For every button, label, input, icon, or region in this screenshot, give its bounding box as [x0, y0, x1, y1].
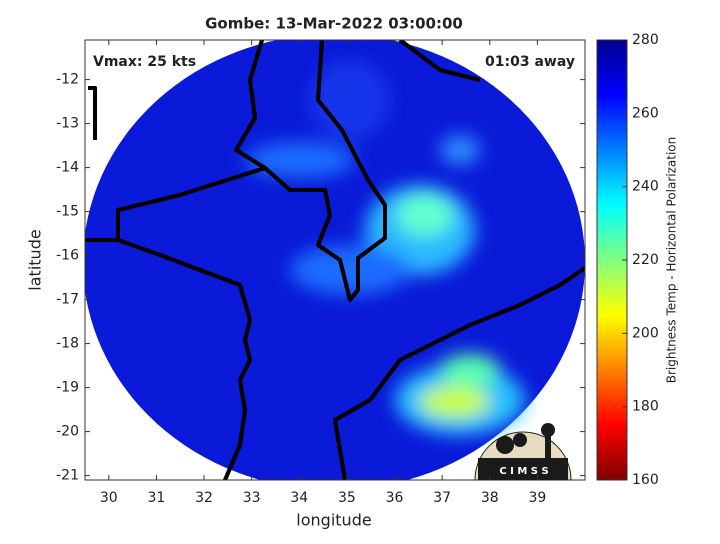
x-tick-label: 39 — [528, 490, 546, 506]
chart-title: Gombe: 13-Mar-2022 03:00:00 — [205, 15, 463, 33]
annotation: 01:03 away — [485, 54, 575, 70]
x-tick-label: 31 — [148, 490, 166, 506]
cloud-field — [245, 60, 525, 435]
annotation: Vmax: 25 kts — [93, 54, 196, 70]
y-tick-label: -12 — [56, 72, 79, 88]
colorbar-tick-label: 240 — [632, 179, 659, 195]
x-axis-label: longitude — [296, 511, 371, 530]
x-tick-label: 36 — [386, 490, 404, 506]
y-tick-label: -13 — [56, 116, 79, 132]
borders — [85, 40, 585, 480]
x-tick-label: 38 — [481, 490, 499, 506]
y-tick-label: -15 — [56, 204, 79, 220]
colorbar-tick-label: 200 — [632, 325, 659, 341]
colorbar-tick-label: 180 — [632, 399, 659, 415]
y-tick-label: -14 — [56, 160, 79, 176]
y-tick-label: -16 — [56, 248, 79, 264]
plot-frame — [84, 39, 586, 481]
x-tick-label: 33 — [243, 490, 261, 506]
colorbar-tick-label: 260 — [632, 105, 659, 121]
colorbar-tick-label: 220 — [632, 252, 659, 268]
y-tick-label: -20 — [56, 424, 79, 440]
y-tick-label: -19 — [56, 380, 79, 396]
colorbar-label: Brightness Temp - Horizontal Polarizatio… — [665, 137, 679, 384]
y-tick-label: -18 — [56, 336, 79, 352]
x-tick-label: 34 — [290, 490, 308, 506]
y-axis-label: latitude — [26, 229, 45, 290]
logo-text: C I M S S — [499, 466, 548, 477]
swath — [85, 40, 585, 480]
x-tick-label: 32 — [195, 490, 213, 506]
y-tick-label: -21 — [56, 468, 79, 484]
y-tick-label: -17 — [56, 292, 79, 308]
x-tick-label: 30 — [100, 490, 118, 506]
x-tick-label: 37 — [433, 490, 451, 506]
colorbar-tick-label: 160 — [632, 472, 659, 488]
colorbar-tick-label: 280 — [632, 32, 659, 48]
logo — [474, 423, 572, 481]
x-tick-label: 35 — [338, 490, 356, 506]
